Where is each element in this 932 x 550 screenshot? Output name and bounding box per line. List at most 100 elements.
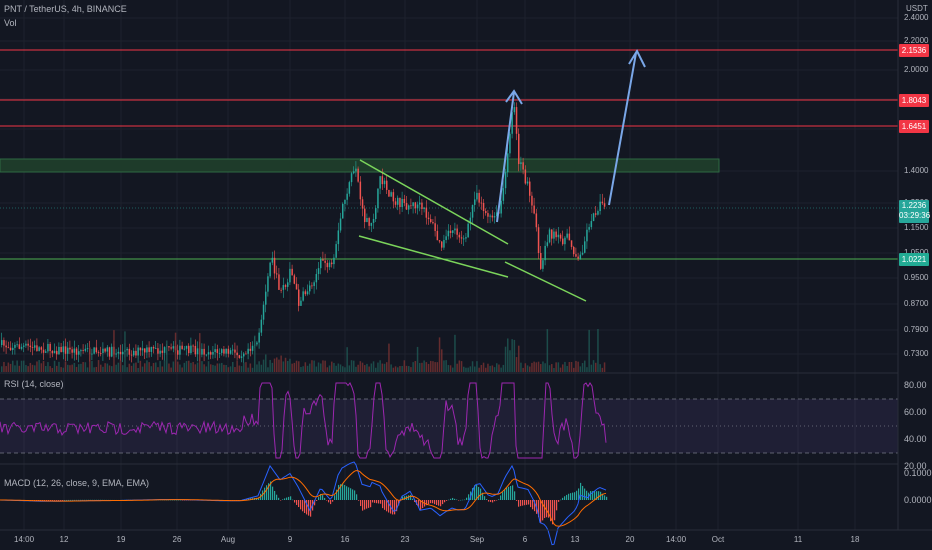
volume-bar	[93, 367, 95, 372]
candle-body	[227, 348, 230, 354]
candle-body	[452, 230, 454, 233]
time-tick: 13	[570, 535, 580, 544]
volume-bar	[190, 362, 192, 372]
volume-bar	[174, 332, 177, 372]
currency-label: USDT	[906, 4, 928, 13]
volume-bar	[34, 365, 36, 372]
price-tick: 0.8700	[904, 299, 929, 308]
volume-bar	[309, 363, 311, 372]
volume-bar	[278, 359, 280, 372]
candle-body	[115, 353, 117, 355]
candle-body	[320, 259, 322, 269]
macd-hist-bar	[440, 500, 442, 507]
macd-hist-bar	[408, 495, 410, 500]
macd-hist-bar	[66, 499, 68, 501]
symbol-title[interactable]: PNT / TetherUS, 4h, BINANCE	[4, 4, 127, 14]
macd-hist-bar	[452, 497, 454, 500]
candle-body	[183, 348, 186, 350]
candle-body	[289, 268, 291, 283]
macd-hist-bar	[336, 489, 338, 500]
volume-bar	[344, 367, 346, 372]
volume-bar	[51, 367, 54, 372]
volume-bar	[82, 361, 84, 372]
candle-body	[298, 289, 300, 306]
macd-hist-bar	[40, 500, 42, 501]
time-tick: 19	[116, 535, 126, 544]
volume-bar	[18, 365, 21, 372]
candle-body	[482, 202, 485, 212]
candle-body	[381, 176, 384, 185]
candle-body	[403, 198, 406, 203]
macd-hist-bar	[368, 500, 370, 508]
time-tick: 26	[172, 535, 182, 544]
macd-hist-bar	[544, 500, 546, 519]
macd-hist-bar	[426, 500, 428, 506]
macd-hist-bar	[598, 491, 600, 500]
macd-hist-bar	[498, 499, 500, 500]
candle-body	[559, 234, 562, 239]
candle-body	[535, 213, 538, 228]
volume-bar	[287, 361, 289, 372]
macd-label[interactable]: MACD (12, 26, close, 9, EMA, EMA)	[4, 478, 150, 488]
candle-body	[196, 348, 199, 355]
candle-body	[355, 168, 357, 172]
price-tick: 1.0500	[904, 248, 928, 257]
macd-hist-bar	[450, 498, 452, 500]
candle-body	[108, 347, 111, 357]
macd-hist-bar	[378, 500, 380, 504]
candle-body	[45, 351, 47, 353]
candle-body	[265, 291, 267, 305]
volume-indicator-label[interactable]: Vol	[4, 18, 17, 28]
candle-body	[251, 345, 254, 351]
volume-bar	[227, 367, 230, 372]
volume-bar	[577, 361, 579, 372]
candle-body	[478, 192, 480, 203]
macd-hist-bar	[52, 500, 54, 501]
candle-body	[427, 217, 430, 220]
volume-bar	[588, 329, 590, 372]
candle-body	[221, 349, 223, 353]
candle-body	[223, 349, 225, 354]
candle-body	[302, 291, 304, 301]
volume-bar	[212, 364, 214, 372]
volume-bar	[474, 366, 476, 372]
candle-body	[31, 347, 34, 348]
macd-hist-bar	[432, 500, 434, 504]
candle-body	[152, 346, 155, 349]
volume-bar	[493, 367, 496, 372]
volume-bar	[478, 367, 480, 372]
volume-bar	[254, 335, 256, 372]
volume-bar	[524, 363, 527, 372]
volume-bar	[403, 360, 406, 372]
macd-hist-bar	[578, 488, 580, 500]
time-tick: Aug	[220, 535, 236, 544]
macd-hist-bar	[346, 486, 348, 500]
volume-bar	[482, 362, 485, 372]
volume-bar	[377, 362, 379, 372]
candle-body	[163, 347, 166, 353]
candle-body	[97, 352, 100, 354]
volume-bar	[115, 364, 117, 372]
volume-bar	[471, 361, 474, 372]
macd-hist-bar	[418, 500, 420, 508]
candle-body	[509, 133, 511, 154]
volume-bar	[269, 359, 271, 372]
macd-hist-bar	[510, 485, 512, 500]
time-tick: Sep	[469, 535, 485, 544]
candle-body	[247, 348, 249, 354]
time-tick: 11	[793, 535, 803, 544]
volume-bar	[177, 361, 179, 372]
volume-bar	[535, 362, 538, 372]
rsi-label[interactable]: RSI (14, close)	[4, 379, 64, 389]
macd-hist-bar	[352, 489, 354, 500]
volume-bar	[7, 362, 10, 372]
volume-bar	[104, 363, 106, 372]
macd-hist-bar	[376, 500, 378, 504]
volume-bar	[69, 365, 71, 372]
macd-hist-bar	[292, 499, 294, 501]
volume-bar	[361, 362, 364, 372]
candle-body	[412, 202, 414, 207]
volume-bar	[331, 361, 333, 372]
price-tick: 2.0000	[904, 65, 929, 74]
